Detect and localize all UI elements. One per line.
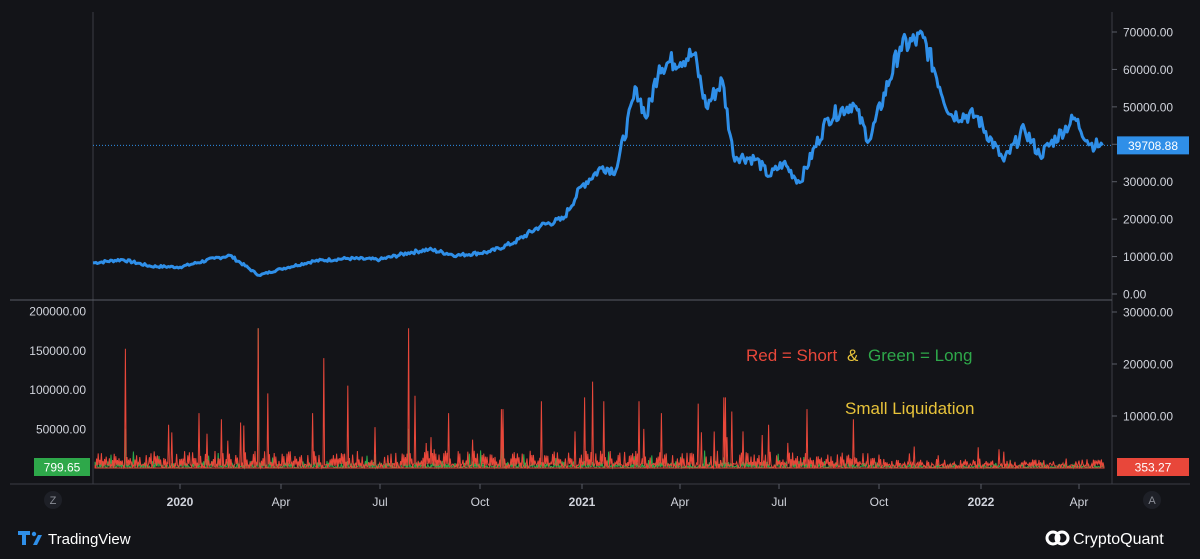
right-last-value: 353.27 <box>1135 461 1172 475</box>
a-button[interactable]: A <box>1143 491 1161 509</box>
legend-green: Green = Long <box>868 346 972 365</box>
tradingview-logo[interactable]: TradingView <box>18 531 131 548</box>
left-last-badge: 799.65 <box>34 458 90 476</box>
liquidation-right-tick-label: 30000.00 <box>1123 306 1173 320</box>
cryptoquant-logo[interactable]: CryptoQuant <box>1045 530 1164 548</box>
time-tick-label: 2022 <box>968 495 995 509</box>
price-series-line <box>92 29 1104 277</box>
short-liquidation-line <box>94 328 1105 470</box>
last-price-value: 39708.88 <box>1128 139 1178 153</box>
legend-annotation: Red = Short & Green = Long <box>746 346 972 365</box>
plot-frame <box>10 12 1190 485</box>
left-liquidation-axis: 200000.00 150000.00 100000.00 50000.00 <box>29 305 86 437</box>
cryptoquant-icon <box>1045 530 1070 546</box>
price-tick-label: 30000.00 <box>1123 175 1173 189</box>
cryptoquant-label: CryptoQuant <box>1073 531 1164 548</box>
time-tick-label: Jul <box>771 495 786 509</box>
price-tick-label: 0.00 <box>1123 288 1147 302</box>
liquidation-left-tick-label: 100000.00 <box>29 383 86 397</box>
small-liquidation-annotation: Small Liquidation <box>845 399 974 418</box>
time-axis: 2020 Apr Jul Oct 2021 Apr Jul Oct 2022 Apr <box>167 484 1089 509</box>
liquidation-left-tick-label: 200000.00 <box>29 305 86 319</box>
liquidation-left-tick-label: 150000.00 <box>29 344 86 358</box>
liquidation-right-tick-label: 10000.00 <box>1123 410 1173 424</box>
legend-red: Red = Short <box>746 346 837 365</box>
price-tick-label: 10000.00 <box>1123 250 1173 264</box>
price-axis: 70000.0060000.0050000.0040000.0030000.00… <box>1112 26 1173 302</box>
left-last-value: 799.65 <box>44 461 81 475</box>
right-liquidation-axis: 30000.00 20000.00 10000.00 <box>1112 306 1173 424</box>
liquidation-series <box>94 328 1105 470</box>
tradingview-icon <box>18 531 42 545</box>
liquidation-left-tick-label: 50000.00 <box>36 422 86 436</box>
price-tick-label: 70000.00 <box>1123 26 1173 40</box>
tradingview-label: TradingView <box>48 531 131 548</box>
time-tick-label: Jul <box>372 495 387 509</box>
z-button-label: Z <box>50 495 57 507</box>
price-tick-label: 50000.00 <box>1123 100 1173 114</box>
time-tick-label: Oct <box>471 495 490 509</box>
legend-amp: & <box>847 346 859 365</box>
price-tick-label: 20000.00 <box>1123 213 1173 227</box>
a-button-label: A <box>1148 495 1156 507</box>
time-tick-label: Apr <box>272 495 291 509</box>
liquidation-right-tick-label: 20000.00 <box>1123 358 1173 372</box>
time-tick-label: 2020 <box>167 495 194 509</box>
z-button[interactable]: Z <box>44 491 62 509</box>
right-last-badge: 353.27 <box>1117 458 1189 476</box>
last-price-badge: 39708.88 <box>1117 136 1189 155</box>
time-tick-label: 2021 <box>569 495 596 509</box>
price-tick-label: 60000.00 <box>1123 63 1173 77</box>
time-tick-label: Apr <box>671 495 690 509</box>
time-tick-label: Oct <box>870 495 889 509</box>
time-tick-label: Apr <box>1070 495 1089 509</box>
